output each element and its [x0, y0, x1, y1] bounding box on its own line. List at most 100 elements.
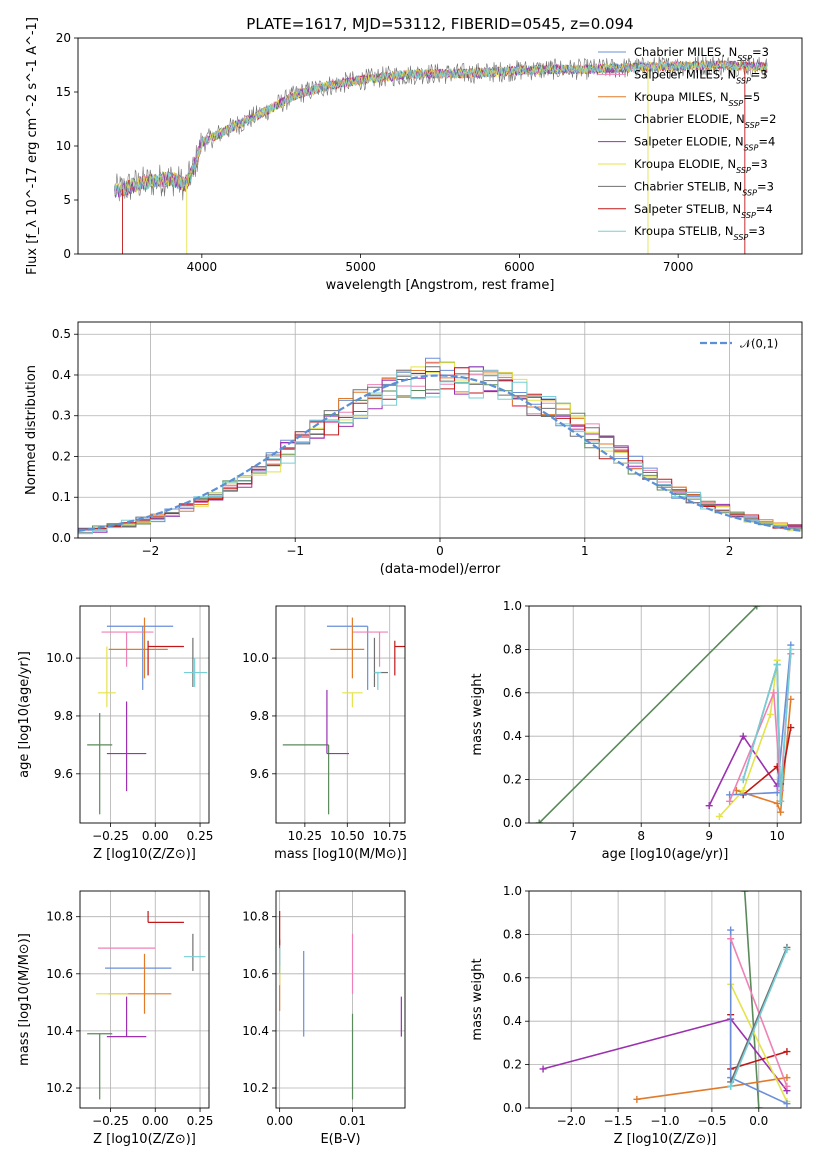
errorbar-point-kroupa-miles: [108, 953, 172, 1014]
weight-marker: [783, 1048, 791, 1056]
weight-marker: [773, 661, 781, 669]
errorbar-point-salpeter-stelib: [147, 640, 184, 676]
x-tick-label: 0.00: [266, 1114, 293, 1128]
mass-weight-vs-metallicity-panel: −2.0 −1.5 −1.0 −0.5 0.0 0.0 0.2 0.4 0.6 0.8 1.0 Z […: [470, 884, 802, 1147]
y-tick-label: 0.2: [503, 1058, 522, 1072]
weight-path: [729, 983, 788, 1102]
weight-marker: [739, 776, 747, 784]
plot-area: [87, 617, 208, 815]
age-vs-metallicity-panel: −0.25 0.00 0.25 9.6 9.8 10.0 Z [log10(Z/Z⊙)] ag…: [17, 605, 214, 862]
weight-line-chabrier-elodie: [741, 891, 763, 1108]
x-axis-label: Z [log10(Z/Z⊙)]: [93, 847, 196, 862]
errorbar-point-chabrier-miles: [106, 625, 174, 690]
x-tick-label: −2: [142, 544, 160, 558]
errorbar-point-chabrier-stelib: [373, 637, 389, 688]
errorbar-point-salpeter-elodie: [106, 996, 147, 1038]
errorbar-point-salpeter-stelib: [394, 640, 405, 676]
x-axis-label: mass [log10(M/M⊙)]: [274, 847, 407, 862]
x-tick-label: 0.0: [749, 1114, 768, 1128]
errorbar-point-chabrier-elodie: [87, 713, 113, 815]
weight-marker: [783, 1100, 791, 1108]
legend-entry: Chabrier ELODIE, NSSP=2: [634, 112, 776, 130]
y-tick-label: 9.8: [54, 709, 73, 723]
legend: Chabrier MILES, NSSP=3 Salpeter MILES, NS…: [598, 45, 776, 242]
x-tick-label: 10.25: [288, 829, 322, 843]
y-tick-label: 5: [63, 193, 71, 207]
x-tick-label: 0.01: [339, 1114, 366, 1128]
gridlines: [276, 606, 405, 823]
y-tick-label: 10: [56, 139, 71, 153]
weight-marker: [633, 1095, 641, 1103]
y-tick-label: 0.4: [52, 368, 71, 382]
y-tick-label: 0.1: [52, 490, 71, 504]
legend-entry: Kroupa STELIB, NSSP=3: [634, 224, 765, 242]
legend-entry: Chabrier MILES, NSSP=3: [634, 45, 769, 63]
x-axis-label: wavelength [Angstrom, rest frame]: [326, 278, 555, 293]
x-tick-label: 0.25: [187, 829, 214, 843]
weight-path: [743, 891, 760, 1108]
weight-marker: [539, 1065, 547, 1073]
legend-entry: Kroupa MILES, NSSP=5: [634, 90, 760, 108]
x-tick-label: 7000: [663, 260, 694, 274]
weight-line-kroupa-stelib: [727, 946, 791, 1090]
legend-entry: Kroupa ELODIE, NSSP=3: [634, 157, 768, 175]
gridlines: [276, 891, 405, 1108]
y-tick-label: 0.5: [52, 327, 71, 341]
mass-vs-metallicity-panel: −0.25 0.00 0.25 10.2 10.4 10.6 10.8 Z [log10(Z/…: [17, 890, 213, 1147]
errorbar-point-chabrier-miles: [326, 625, 369, 690]
x-tick-label: −1.5: [604, 1114, 633, 1128]
errorbar-point-kroupa-miles: [108, 617, 168, 679]
x-tick-label: 4000: [187, 260, 218, 274]
weight-marker: [535, 819, 543, 823]
errorbar-point-chabrier-elodie: [282, 744, 330, 815]
x-tick-label: 0.00: [142, 1114, 169, 1128]
y-tick-label: 10.6: [242, 967, 269, 981]
axes-frame: [528, 605, 802, 824]
weight-marker: [787, 695, 795, 703]
weight-marker: [753, 606, 761, 610]
weight-marker: [787, 645, 795, 653]
weight-marker: [739, 732, 747, 740]
y-tick-label: 10.0: [46, 651, 73, 665]
y-tick-label: 10.2: [46, 1081, 73, 1095]
x-axis-label: E(B-V): [320, 1132, 360, 1147]
y-tick-label: 0.0: [503, 816, 522, 830]
legend-entry: 𝒩(0,1): [740, 337, 778, 351]
y-tick-label: 0.8: [503, 927, 522, 941]
y-tick-label: 0.3: [52, 409, 71, 423]
histogram-kroupa-stelib: [78, 370, 802, 534]
x-tick-label: −1: [286, 544, 304, 558]
errorbar-point-kroupa-stelib: [374, 671, 382, 690]
weight-path: [729, 938, 788, 1087]
y-tick-label: 0.2: [503, 773, 522, 787]
y-tick-label: 20: [56, 31, 71, 45]
weight-marker: [777, 797, 785, 805]
weight-marker: [777, 808, 785, 816]
x-tick-label: 10: [770, 829, 785, 843]
x-tick-label: −0.5: [697, 1114, 726, 1128]
weight-path: [718, 660, 778, 818]
age-vs-mass-panel: 10.25 10.50 10.75 9.6 9.8 10.0 mass [log10(M/M…: [242, 605, 407, 862]
y-tick-label: 10.0: [242, 651, 269, 665]
weight-marker: [727, 1082, 735, 1090]
axes-frame: [77, 37, 803, 255]
legend-entry: Salpeter STELIB, NSSP=4: [634, 202, 773, 220]
weight-marker: [727, 926, 735, 934]
errorbar-point-kroupa-stelib: [183, 658, 208, 688]
spectrum-panel: 4000 5000 6000 7000 0 5 10 15 20 wavelength [Angs…: [25, 17, 803, 293]
y-tick-label: 0.8: [503, 642, 522, 656]
weight-marker: [766, 711, 774, 718]
legend-entry: Chabrier STELIB, NSSP=3: [634, 179, 774, 197]
x-tick-label: −1.0: [650, 1114, 679, 1128]
y-axis-label: age [log10(age/yr)]: [17, 651, 32, 778]
x-tick-label: 6000: [504, 260, 535, 274]
errorbar-point-salpeter-elodie: [106, 701, 147, 792]
mass-weight-vs-age-panel: 7 8 9 10 0.0 0.2 0.4 0.6 0.8 1.0 age [log10(age/yr…: [470, 599, 802, 862]
gridlines: [529, 890, 801, 1109]
y-tick-label: 10.4: [242, 1024, 269, 1038]
x-tick-label: 0.00: [142, 829, 169, 843]
y-axis-label: Flux [f_λ 10^-17 erg cm^-2 s^-1 A^-1]: [25, 17, 40, 275]
weight-path: [729, 949, 788, 1087]
weight-path: [742, 664, 782, 802]
